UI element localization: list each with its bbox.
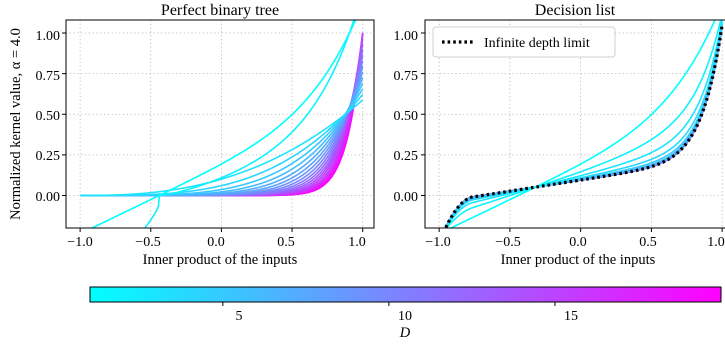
series-line-depth-4 <box>444 21 723 228</box>
colorbar-tick-label: 10 <box>398 309 412 324</box>
x-tick-label: 0.5 <box>639 235 657 250</box>
x-axis-label: Inner product of the inputs <box>143 252 298 268</box>
y-tick-label: 0.25 <box>394 149 419 164</box>
x-tick-label: −0.5 <box>495 235 520 250</box>
y-tick-label: 1.00 <box>394 29 419 44</box>
x-tick-label: −0.5 <box>135 235 160 250</box>
x-tick-label: −1.0 <box>425 235 450 250</box>
series-line-depth-3 <box>80 99 364 197</box>
series-line-depth-17 <box>80 32 364 197</box>
plot-frame <box>65 19 375 229</box>
series-line-depth-15 <box>80 32 364 197</box>
legend-box <box>432 26 616 58</box>
x-tick-label: 0.5 <box>277 235 295 250</box>
colorbar-tick-label: 5 <box>236 309 243 324</box>
series-line-depth-16 <box>80 32 364 197</box>
y-tick-label: 1.00 <box>36 29 61 44</box>
x-tick-label: 0.0 <box>207 235 225 250</box>
series-line-depth-2 <box>445 20 722 228</box>
y-tick-label: 0.50 <box>394 109 419 124</box>
y-tick-label: 0.00 <box>36 190 61 205</box>
x-tick-label: 1.0 <box>707 235 725 250</box>
y-tick-label: 0.00 <box>394 190 419 205</box>
series-line-depth-11 <box>80 55 364 197</box>
series-line-depth-1 <box>90 20 357 228</box>
x-axis-label: Inner product of the inputs <box>501 252 656 268</box>
y-tick-label: 0.75 <box>394 69 419 84</box>
colorbar: 5 10 15 D <box>89 286 722 341</box>
legend-label: Infinite depth limit <box>484 36 590 51</box>
plot-frame <box>424 19 725 229</box>
y-tick-label: 0.25 <box>36 149 61 164</box>
x-tick-label: −1.0 <box>67 235 92 250</box>
series-line-depth-19 <box>80 32 364 197</box>
chart-perfect-binary-tree: Perfect binary tree −1.0 −0.5 0.0 0.5 1.… <box>8 2 375 268</box>
y-tick-label: 0.75 <box>36 69 61 84</box>
series-line-depth-20 <box>80 32 364 197</box>
chart-decision-list: Decision list −1.0 −0.5 0.0 0.5 1.0 0.00… <box>394 2 725 268</box>
series-line-depth-3 <box>445 20 723 228</box>
x-tick-label: 0.0 <box>569 235 587 250</box>
colorbar-label: D <box>399 325 411 341</box>
series-line-depth-18 <box>80 32 364 197</box>
x-tick-label: 1.0 <box>348 235 366 250</box>
series-line-depth-1 <box>449 20 716 228</box>
y-axis-label: Normalized kernel value, α = 4.0 <box>8 28 24 220</box>
chart-title: Perfect binary tree <box>161 2 279 19</box>
legend: Infinite depth limit <box>432 26 616 58</box>
colorbar-gradient <box>89 286 722 303</box>
colorbar-tick-label: 15 <box>564 309 578 324</box>
y-tick-label: 0.50 <box>36 109 61 124</box>
series-line-depth-2 <box>143 20 355 228</box>
chart-title: Decision list <box>535 2 616 19</box>
